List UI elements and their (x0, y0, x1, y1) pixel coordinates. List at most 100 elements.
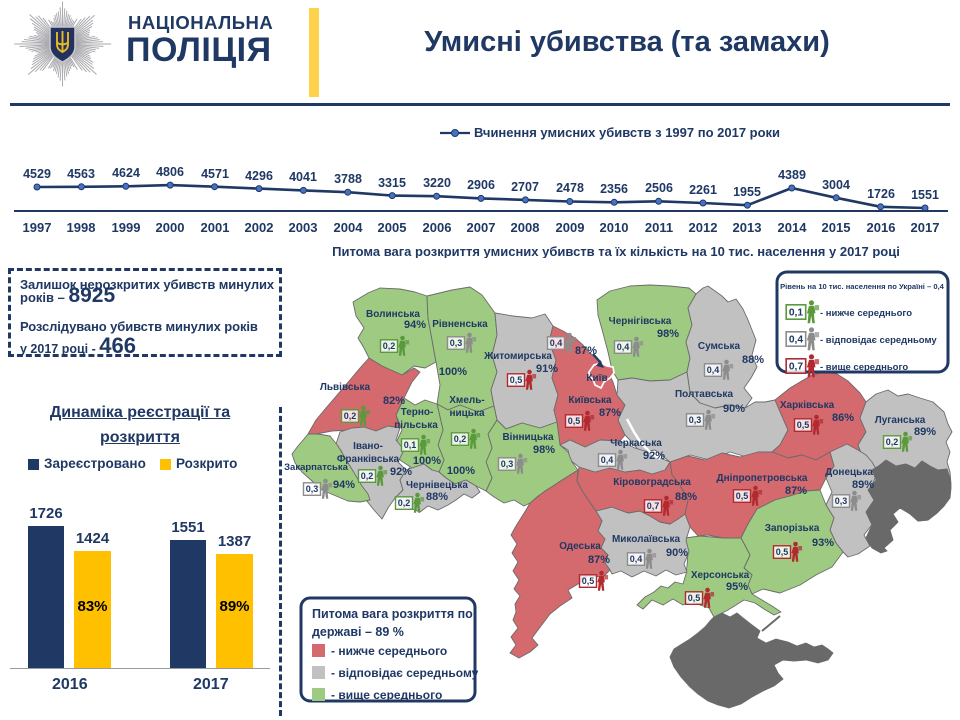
svg-text:94%: 94% (333, 479, 355, 491)
svg-text:0,3: 0,3 (306, 484, 319, 494)
svg-text:0,4: 0,4 (789, 335, 804, 346)
svg-text:Харківська: Харківська (780, 400, 835, 411)
svg-text:Полтавська: Полтавська (675, 389, 733, 400)
svg-text:2506: 2506 (645, 181, 673, 195)
svg-text:- вище середнього: - вище середнього (820, 362, 908, 373)
svg-text:0,4: 0,4 (617, 342, 630, 352)
svg-text:0,2: 0,2 (398, 498, 411, 508)
svg-text:Волинська: Волинська (366, 309, 420, 320)
svg-text:Черкаська: Черкаська (610, 438, 662, 449)
svg-text:Чернігівська: Чернігівська (609, 316, 672, 327)
svg-text:2016: 2016 (867, 220, 896, 235)
svg-text:93%: 93% (812, 537, 834, 549)
svg-text:- відповідає середньому: - відповідає середньому (331, 666, 479, 680)
svg-text:- вище середнього: - вище середнього (331, 688, 442, 702)
svg-text:94%: 94% (404, 319, 426, 331)
svg-text:0,5: 0,5 (568, 416, 581, 426)
svg-text:Рівень на 10 тис. населення по: Рівень на 10 тис. населення по Україні –… (780, 282, 945, 291)
svg-text:- нижче середнього: - нижче середнього (331, 644, 447, 658)
svg-text:0,3: 0,3 (450, 338, 463, 348)
svg-text:88%: 88% (675, 491, 697, 503)
svg-text:2006: 2006 (423, 220, 452, 235)
svg-text:Кіровоградська: Кіровоградська (613, 477, 691, 488)
svg-text:Львівська: Львівська (320, 382, 371, 393)
svg-text:4806: 4806 (156, 165, 184, 179)
svg-text:87%: 87% (599, 407, 621, 419)
svg-text:Дніпропетровська: Дніпропетровська (717, 473, 808, 484)
svg-text:0,3: 0,3 (689, 415, 702, 425)
svg-text:0,5: 0,5 (510, 375, 523, 385)
svg-text:2008: 2008 (511, 220, 540, 235)
svg-text:87%: 87% (575, 345, 597, 357)
svg-text:4296: 4296 (245, 169, 273, 183)
svg-text:88%: 88% (742, 354, 764, 366)
svg-text:0,4: 0,4 (630, 554, 643, 564)
svg-text:- відповідає середньому: - відповідає середньому (820, 335, 937, 346)
svg-text:86%: 86% (832, 412, 854, 424)
svg-text:2261: 2261 (689, 183, 717, 197)
svg-text:0,2: 0,2 (454, 434, 467, 444)
svg-text:1551: 1551 (911, 188, 939, 202)
svg-text:1997: 1997 (23, 220, 52, 235)
svg-text:ницька: ницька (449, 408, 484, 419)
svg-text:91%: 91% (536, 363, 558, 375)
svg-text:82%: 82% (383, 395, 405, 407)
svg-text:4389: 4389 (778, 168, 806, 182)
svg-text:2012: 2012 (689, 220, 718, 235)
svg-text:92%: 92% (390, 466, 412, 478)
svg-text:2011: 2011 (645, 220, 673, 235)
svg-text:0,5: 0,5 (736, 491, 749, 501)
svg-text:2010: 2010 (600, 220, 629, 235)
svg-text:3220: 3220 (423, 176, 451, 190)
svg-text:88%: 88% (426, 491, 448, 503)
svg-text:0,5: 0,5 (797, 420, 810, 430)
svg-text:1726: 1726 (867, 187, 895, 201)
svg-text:98%: 98% (657, 328, 679, 340)
svg-text:Питома вага розкриття по: Питома вага розкриття по (312, 607, 473, 621)
svg-text:Івано-: Івано- (353, 441, 383, 452)
svg-text:Одеська: Одеська (559, 541, 601, 552)
svg-text:0,5: 0,5 (688, 593, 701, 603)
svg-text:Луганська: Луганська (875, 415, 926, 426)
svg-text:100%: 100% (439, 366, 467, 378)
svg-text:0,2: 0,2 (886, 437, 899, 447)
svg-text:0,4: 0,4 (601, 455, 614, 465)
svg-text:90%: 90% (723, 403, 745, 415)
svg-text:Сумська: Сумська (698, 341, 741, 352)
svg-text:Терно-: Терно- (401, 407, 434, 418)
svg-text:Київ: Київ (586, 373, 607, 384)
svg-text:0,1: 0,1 (404, 440, 417, 450)
svg-text:2356: 2356 (600, 182, 628, 196)
svg-text:пільська: пільська (394, 420, 438, 431)
svg-text:0,5: 0,5 (776, 547, 789, 557)
svg-text:3004: 3004 (822, 178, 850, 192)
svg-text:2015: 2015 (822, 220, 851, 235)
svg-text:0,1: 0,1 (789, 308, 804, 319)
svg-text:Закарпатська: Закарпатська (284, 462, 349, 473)
svg-text:0,7: 0,7 (647, 501, 660, 511)
svg-text:3315: 3315 (378, 176, 406, 190)
svg-text:87%: 87% (785, 485, 807, 497)
svg-text:95%: 95% (726, 581, 748, 593)
svg-text:2014: 2014 (778, 220, 808, 235)
svg-text:4624: 4624 (112, 166, 140, 180)
svg-text:0,2: 0,2 (361, 471, 374, 481)
svg-text:1998: 1998 (67, 220, 96, 235)
svg-text:89%: 89% (852, 479, 874, 491)
svg-text:2478: 2478 (556, 181, 584, 195)
svg-text:Миколаївська: Миколаївська (612, 534, 681, 545)
svg-text:2013: 2013 (733, 220, 762, 235)
svg-text:Хмель-: Хмель- (449, 395, 484, 406)
svg-text:2707: 2707 (511, 180, 539, 194)
svg-text:89%: 89% (914, 426, 936, 438)
svg-text:100%: 100% (413, 455, 441, 467)
svg-text:Вчинення умисних убивств з 199: Вчинення умисних убивств з 1997 по 2017 … (474, 125, 780, 140)
svg-text:2009: 2009 (556, 220, 585, 235)
svg-text:Донецька: Донецька (825, 467, 873, 478)
svg-text:0,2: 0,2 (383, 341, 396, 351)
svg-text:Херсонська: Херсонська (691, 570, 750, 581)
svg-text:Рівненська: Рівненська (432, 319, 488, 330)
svg-text:0,7: 0,7 (789, 362, 804, 373)
svg-text:0,4: 0,4 (707, 365, 720, 375)
svg-text:2002: 2002 (245, 220, 274, 235)
